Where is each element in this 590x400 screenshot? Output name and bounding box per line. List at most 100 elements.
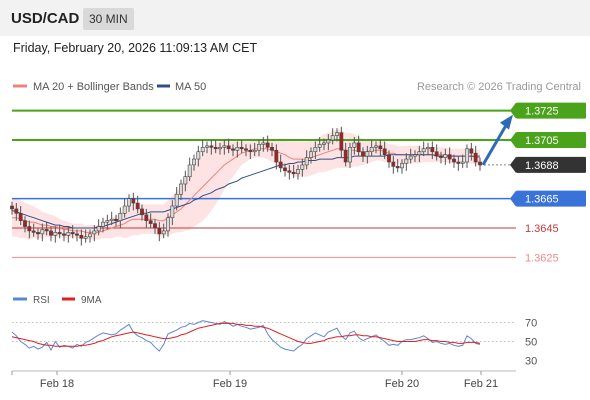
candle <box>248 149 253 153</box>
candle <box>365 151 370 157</box>
candle <box>339 132 344 151</box>
candle <box>27 226 32 232</box>
level-1-3665-label: 1.3665 <box>525 194 559 206</box>
candle <box>53 232 58 236</box>
candle <box>226 145 231 150</box>
candle <box>101 221 105 227</box>
candle <box>413 154 417 157</box>
candle <box>231 148 235 151</box>
candle <box>309 151 313 158</box>
candle <box>313 147 318 153</box>
candle <box>296 169 300 175</box>
candle <box>179 183 183 195</box>
candle <box>92 230 97 235</box>
candle <box>317 144 322 148</box>
candle <box>49 230 53 236</box>
candle <box>10 205 14 210</box>
candle <box>330 135 335 141</box>
level-1-3665-tag-point <box>510 190 516 207</box>
symbol-title: USD/CAD <box>11 10 80 27</box>
candle <box>218 147 222 150</box>
candle <box>395 166 400 169</box>
legend-rsi-ma-label: 9MA <box>81 295 102 306</box>
timeframe-badge[interactable]: 30 MIN <box>83 8 134 30</box>
rsi-ma-line <box>11 322 481 347</box>
candle <box>356 142 361 153</box>
candle <box>447 154 452 160</box>
candle <box>157 227 162 235</box>
candle <box>287 170 292 173</box>
candle <box>426 147 430 150</box>
candle <box>79 235 84 239</box>
rsi-tick-30: 30 <box>525 356 537 368</box>
level-1-3665-tag <box>516 190 586 207</box>
level-1-3725-tag <box>516 102 586 119</box>
candle <box>18 213 23 221</box>
candle <box>478 161 482 166</box>
candle <box>343 149 348 163</box>
candle <box>109 218 114 221</box>
candle <box>434 151 439 157</box>
price-legend: MA 20 + Bollinger Bands MA 50 Research © 2… <box>13 81 581 93</box>
candle <box>430 147 435 153</box>
level-1-3725-tag-point <box>510 102 516 119</box>
candle <box>265 142 270 148</box>
candle <box>465 148 469 163</box>
header-bar: USD/CAD 30 MIN <box>0 0 590 36</box>
level-1-3688-tag-point <box>510 156 516 173</box>
candle <box>274 149 279 163</box>
candle <box>239 147 244 150</box>
candle <box>404 158 409 164</box>
candle <box>369 147 374 153</box>
candle <box>378 145 383 150</box>
candle <box>235 147 240 151</box>
candle <box>439 155 443 158</box>
candle <box>400 163 404 169</box>
candle <box>161 230 166 235</box>
level-1-3705-label: 1.3705 <box>525 135 559 147</box>
x-tick-label: Feb 18 <box>40 378 74 390</box>
candle <box>335 132 339 136</box>
candle <box>88 233 92 238</box>
candle <box>83 236 88 239</box>
level-1-3688-label: 1.3688 <box>525 160 559 172</box>
x-tick-label: Feb 20 <box>385 378 419 390</box>
ma50-line <box>11 154 480 229</box>
candle <box>473 152 478 163</box>
level-1-3705-tag <box>516 132 586 148</box>
candle <box>348 147 352 163</box>
rsi-legend: RSI 9MA <box>13 295 102 306</box>
candle <box>14 208 19 214</box>
candle <box>148 220 153 224</box>
candle <box>469 148 474 154</box>
candle <box>192 158 196 166</box>
candle <box>252 149 257 153</box>
candle <box>408 155 413 160</box>
candle <box>183 176 188 185</box>
candle <box>261 142 266 145</box>
candle <box>66 232 71 236</box>
rsi-tick-50: 50 <box>525 337 537 349</box>
candle <box>114 218 118 221</box>
candle <box>105 220 110 223</box>
legend-ma20-label: MA 20 + Bollinger Bands <box>33 81 154 93</box>
candle <box>460 161 465 164</box>
candle <box>222 145 227 148</box>
candle <box>244 148 248 151</box>
candle <box>23 220 27 227</box>
candle <box>205 145 209 148</box>
candle <box>391 161 396 167</box>
candle <box>36 232 40 235</box>
candle <box>122 205 127 214</box>
candle <box>443 154 448 158</box>
candle <box>417 151 422 155</box>
level-1-3725-label: 1.3725 <box>525 106 559 118</box>
candle <box>278 161 283 169</box>
candle <box>326 139 331 144</box>
candle <box>196 151 201 160</box>
candle <box>135 202 140 210</box>
candle <box>62 233 66 236</box>
candle <box>31 230 36 233</box>
level-1-3625-label: 1.3625 <box>525 252 559 264</box>
